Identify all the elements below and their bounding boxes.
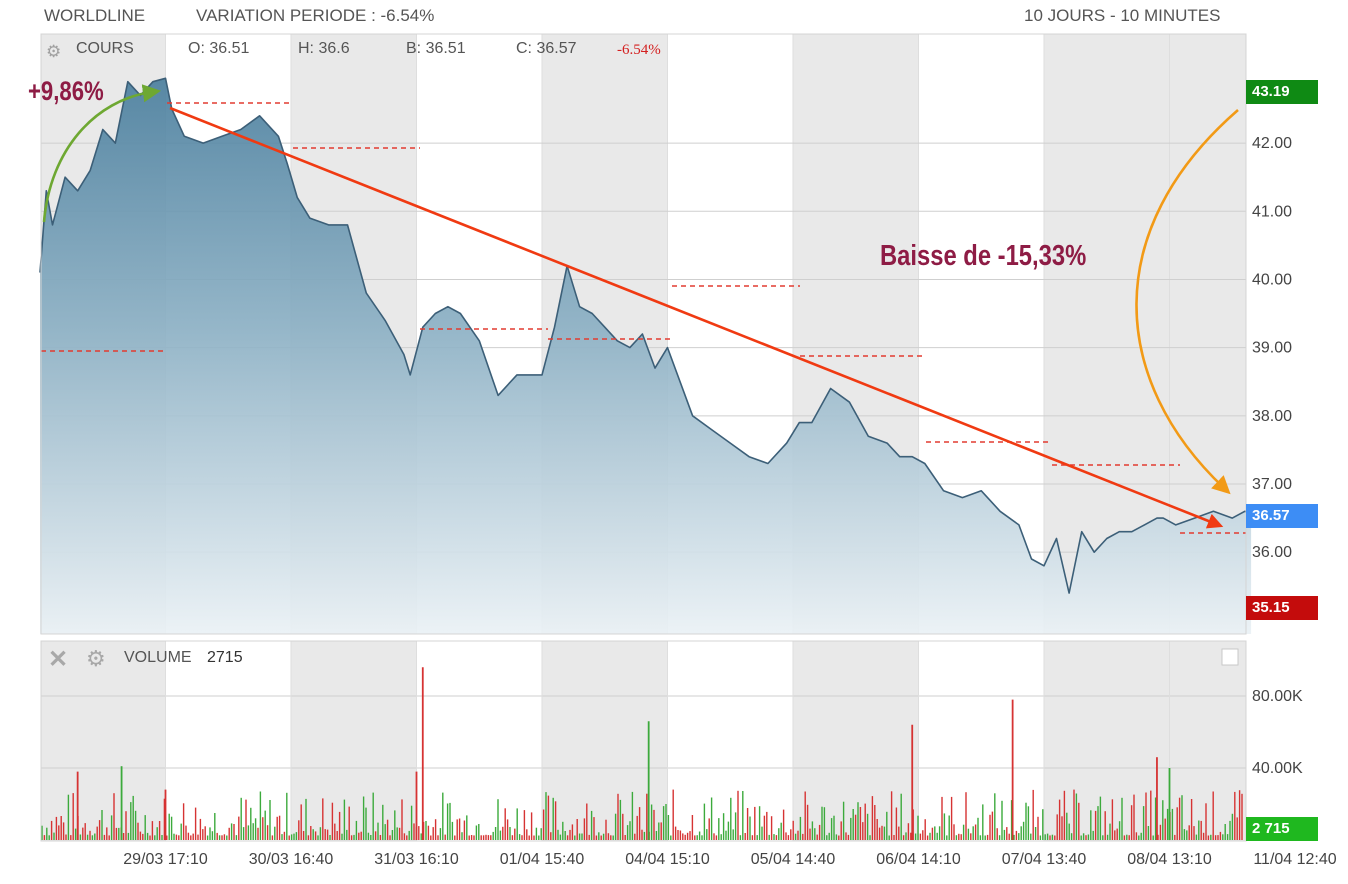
price-tick-label: 38.00 xyxy=(1252,408,1292,425)
close-icon[interactable]: ✕ xyxy=(48,646,69,673)
session-band xyxy=(291,641,417,841)
session-band xyxy=(918,641,1044,841)
cours-gear-icon[interactable]: ⚙ xyxy=(46,42,62,61)
volume-bars xyxy=(41,667,1243,840)
price-area xyxy=(39,77,1252,635)
price-tick-label: 36.00 xyxy=(1252,544,1292,561)
price-line xyxy=(39,77,1252,594)
period-variation: VARIATION PERIODE : -6.54% xyxy=(196,6,435,25)
time-axis-ticks: 29/03 17:10 30/03 16:40 31/03 16:10 01/04 1… xyxy=(123,851,1337,868)
time-tick-label: 01/04 15:40 xyxy=(500,851,585,868)
change-value: -6.54% xyxy=(617,42,661,58)
session-band xyxy=(416,641,542,841)
volume-panel-bands xyxy=(41,641,1246,841)
time-tick-label: 04/04 15:10 xyxy=(625,851,710,868)
price-tick-label: 39.00 xyxy=(1252,340,1292,357)
trend-arrow xyxy=(169,106,1224,529)
gain-arrow xyxy=(42,84,162,223)
session-band xyxy=(165,641,291,841)
open-value: O: 36.51 xyxy=(188,40,250,57)
time-tick-label: 08/04 13:10 xyxy=(1127,851,1212,868)
price-area-fill xyxy=(40,78,1252,635)
ticker-name: WORLDLINE xyxy=(44,6,146,25)
low-value: B: 36.51 xyxy=(406,40,466,57)
cours-label: COURS xyxy=(76,40,134,57)
time-tick-label: 11/04 12:40 xyxy=(1253,851,1336,868)
annotation-arrows xyxy=(42,84,1239,529)
last-price-badge: 36.57 xyxy=(1246,504,1318,528)
time-tick-label: 31/03 16:10 xyxy=(374,851,459,868)
price-tick-label: 42.00 xyxy=(1252,135,1292,152)
close-value: C: 36.57 xyxy=(516,40,577,57)
drop-annotation: Baisse de -15,33% xyxy=(880,240,1087,272)
volume-axis-ticks: 40.00K 80.00K xyxy=(1252,688,1303,777)
volume-checkbox[interactable] xyxy=(1221,648,1239,666)
time-tick-label: 06/04 14:10 xyxy=(876,851,961,868)
support-resistance-lines xyxy=(41,102,1246,534)
price-tick-label: 41.00 xyxy=(1252,203,1292,220)
high-value: H: 36.6 xyxy=(298,40,350,57)
low-price-badge: 35.15 xyxy=(1246,596,1318,620)
session-band xyxy=(41,641,166,841)
time-tick-label: 29/03 17:10 xyxy=(123,851,208,868)
price-tick-label: 37.00 xyxy=(1252,476,1292,493)
price-axis-ticks: 36.00 37.00 38.00 39.00 40.00 41.00 42.00 xyxy=(1252,135,1292,561)
volume-gear-icon[interactable]: ⚙ xyxy=(86,646,106,671)
last-volume-badge: 2 715 xyxy=(1246,817,1318,841)
volume-tick-label: 80.00K xyxy=(1252,688,1303,705)
time-tick-label: 07/04 13:40 xyxy=(1002,851,1087,868)
session-band xyxy=(793,641,919,841)
gain-annotation: +9,86% xyxy=(28,76,104,106)
high-price-badge: 43.19 xyxy=(1246,80,1318,104)
time-tick-label: 30/03 16:40 xyxy=(249,851,334,868)
volume-label: VOLUME xyxy=(124,649,192,666)
volume-tick-label: 40.00K xyxy=(1252,760,1303,777)
time-tick-label: 05/04 14:40 xyxy=(751,851,836,868)
period-selector[interactable]: 10 JOURS - 10 MINUTES xyxy=(1024,6,1221,25)
price-tick-label: 40.00 xyxy=(1252,271,1292,288)
price-panel-border xyxy=(40,33,1247,635)
volume-value: 2715 xyxy=(207,649,243,666)
target-arrow xyxy=(1135,109,1239,495)
volume-panel-border xyxy=(40,640,1247,842)
